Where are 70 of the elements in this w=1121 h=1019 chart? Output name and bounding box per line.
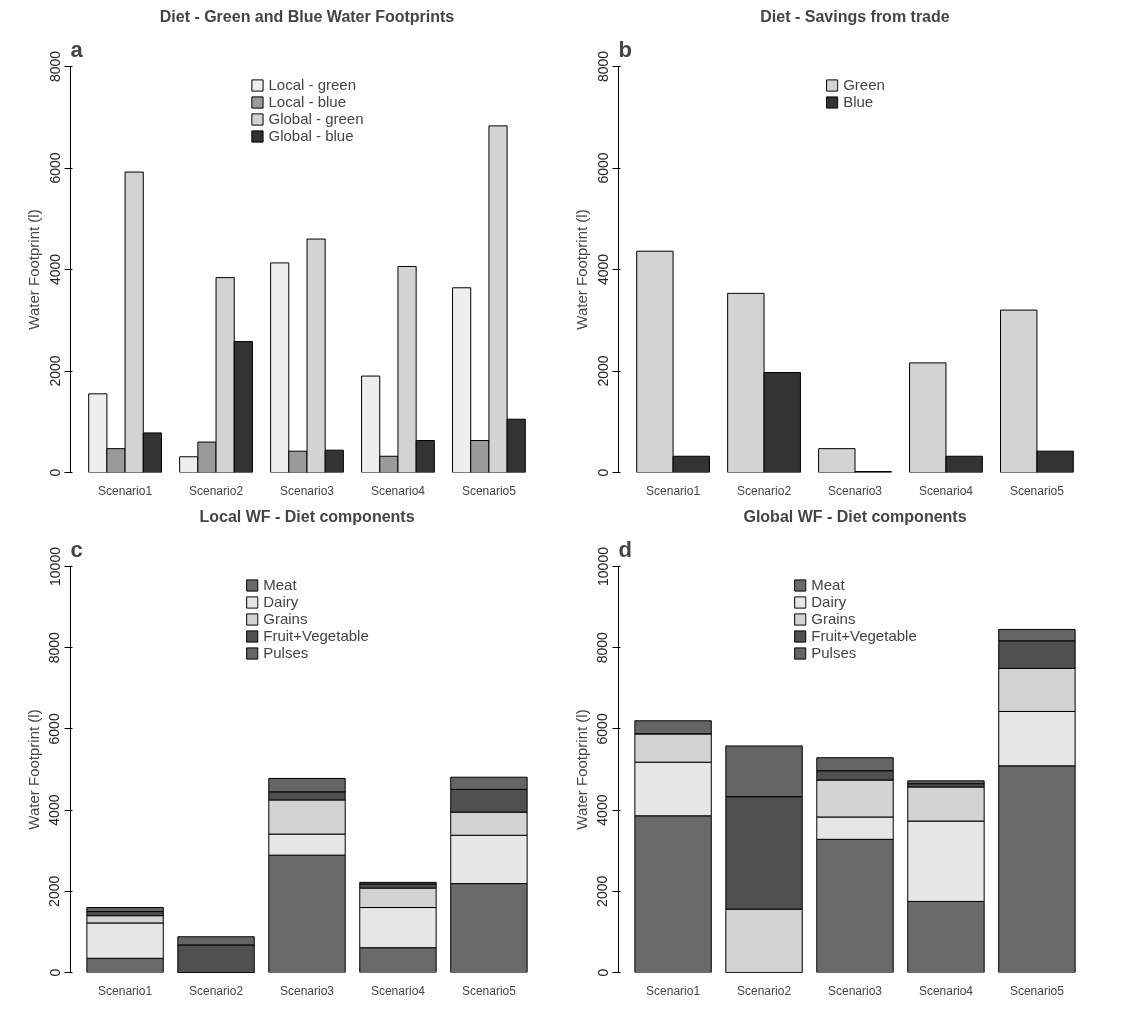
legend-label: Global - green	[268, 110, 364, 127]
legend-label: Global - blue	[268, 127, 354, 144]
y-tick-label: 4000	[46, 794, 63, 826]
x-tick-label: Scenario4	[370, 483, 426, 498]
y-tick-label: 2000	[46, 355, 63, 387]
y-tick-label: 6000	[46, 713, 63, 745]
legend-label: Fruit+Vegetable	[811, 627, 917, 644]
x-tick-label: Scenario5	[461, 983, 517, 998]
y-tick-label: 8000	[594, 631, 611, 664]
y-tick-label: 10000	[46, 546, 63, 586]
x-tick-label: Scenario1	[646, 983, 701, 998]
legend-label: Local - green	[268, 76, 357, 93]
y-tick-label: 0	[46, 968, 63, 977]
x-tick-label: Scenario4	[918, 483, 974, 498]
x-tick-label: Scenario4	[370, 983, 426, 998]
y-tick-label: 6000	[594, 713, 611, 745]
legend-label: Pulses	[263, 644, 309, 661]
x-tick-label: Scenario5	[1009, 483, 1065, 498]
text: b	[618, 36, 632, 62]
legend-label: Fruit+Vegetable	[263, 627, 369, 644]
x-tick-label: Scenario3	[279, 983, 335, 998]
y-tick-label: 6000	[46, 152, 63, 184]
text: a	[70, 36, 84, 62]
chart-title: Diet - Green and Blue Water Footprints	[159, 7, 455, 25]
y-tick-label: 4000	[594, 794, 611, 826]
x-tick-label: Scenario1	[98, 983, 153, 998]
legend-label: Grains	[811, 610, 856, 627]
text: c	[70, 536, 83, 562]
text: d	[618, 536, 632, 562]
y-tick-label: 8000	[594, 50, 611, 83]
legend-label: Pulses	[811, 644, 857, 661]
legend-label: Meat	[263, 576, 297, 593]
y-tick-label: 2000	[594, 875, 611, 907]
y-axis-title: Water Footprint (l)	[24, 709, 42, 830]
y-tick-label: 0	[594, 468, 611, 477]
x-tick-label: Scenario4	[918, 983, 974, 998]
legend-label: Blue	[843, 93, 874, 110]
x-tick-label: Scenario5	[461, 483, 517, 498]
y-tick-label: 0	[594, 968, 611, 977]
x-tick-label: Scenario2	[189, 483, 244, 498]
legend-label: Green	[843, 76, 885, 93]
y-tick-label: 10000	[594, 546, 611, 586]
y-tick-label: 4000	[46, 253, 63, 286]
x-tick-label: Scenario3	[827, 983, 883, 998]
chart-title: Local WF - Diet components	[199, 507, 415, 525]
x-tick-label: Scenario1	[98, 483, 153, 498]
x-tick-label: Scenario3	[279, 483, 335, 498]
y-tick-label: 8000	[46, 631, 63, 664]
legend-label: Dairy	[263, 593, 299, 610]
legend-label: Meat	[811, 576, 845, 593]
legend-label: Local - blue	[268, 93, 347, 110]
y-axis-title: Water Footprint (l)	[572, 209, 590, 330]
x-tick-label: Scenario5	[1009, 983, 1065, 998]
y-tick-label: 8000	[46, 50, 63, 83]
chart-title: Diet - Savings from trade	[760, 7, 950, 25]
x-tick-label: Scenario1	[646, 483, 701, 498]
x-tick-label: Scenario3	[827, 483, 883, 498]
y-tick-label: 2000	[46, 875, 63, 907]
y-tick-label: 4000	[594, 253, 611, 286]
x-tick-label: Scenario2	[737, 483, 792, 498]
x-tick-label: Scenario2	[737, 983, 792, 998]
y-tick-label: 0	[46, 468, 63, 477]
y-axis-title: Water Footprint (l)	[572, 709, 590, 830]
y-axis-title: Water Footprint (l)	[24, 209, 42, 330]
x-tick-label: Scenario2	[189, 983, 244, 998]
legend-label: Dairy	[811, 593, 847, 610]
legend-label: Grains	[263, 610, 308, 627]
chart-title: Global WF - Diet components	[743, 507, 967, 525]
y-tick-label: 6000	[594, 152, 611, 184]
y-tick-label: 2000	[594, 355, 611, 387]
